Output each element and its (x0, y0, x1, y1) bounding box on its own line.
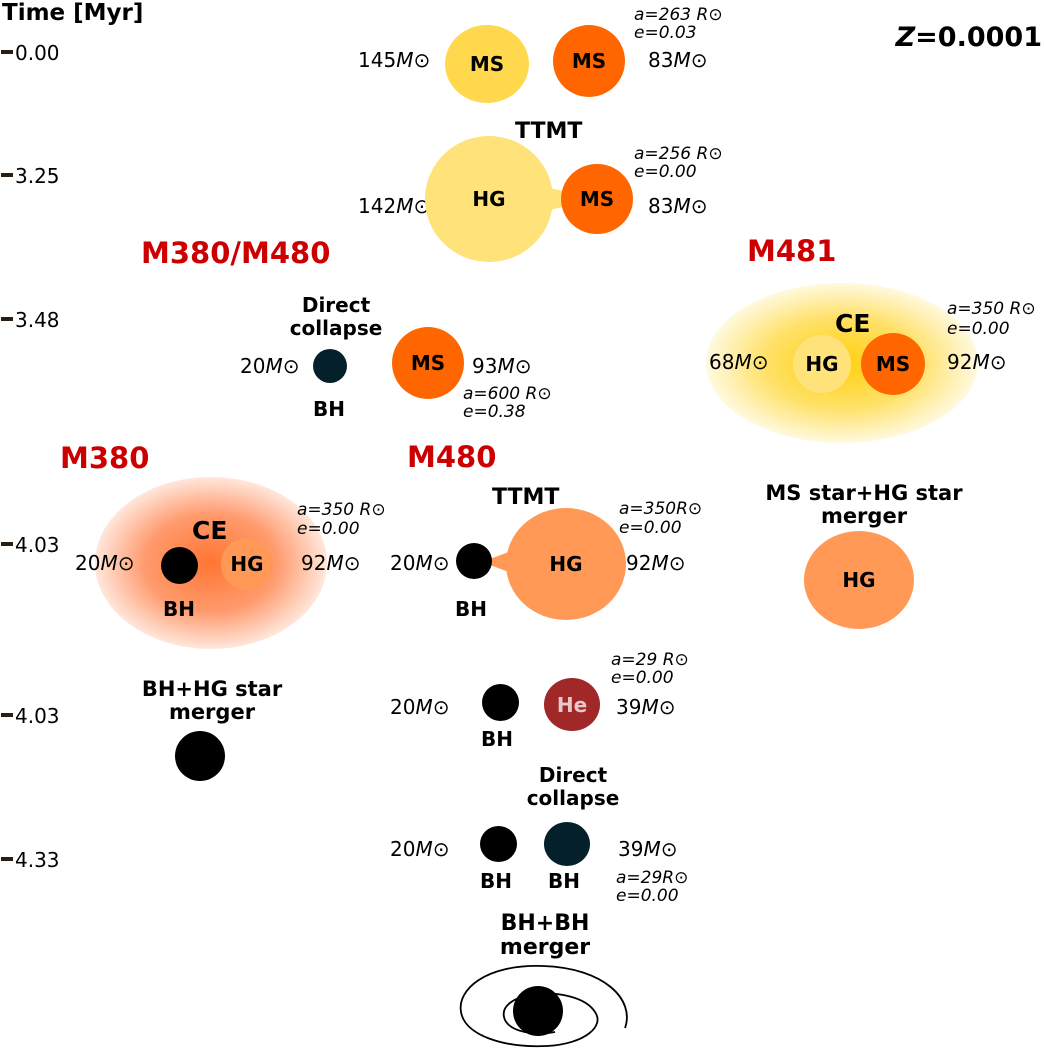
branch-m480-event: TTMT (492, 485, 560, 510)
time-tick-label: 3.48 (15, 308, 60, 332)
m480-result: BH+BH merger (499, 911, 591, 960)
stage1-orbit-a: a=256 R⊙ (634, 144, 723, 164)
branch-m480-star: HG (506, 508, 626, 620)
stage0-star1-mass: 145M⊙ (358, 48, 431, 72)
branch-m480-star-mass: 92M⊙ (626, 551, 686, 575)
branch-m481-event: CE (835, 309, 871, 338)
m480-stage2-he-star: He (544, 678, 600, 731)
m480-stage3-bh2 (544, 822, 590, 866)
branch-m380-event: CE (192, 516, 228, 545)
branch-m480-bh-label: BH (455, 597, 487, 621)
branch-m481-star2-mass: 92M⊙ (947, 350, 1007, 374)
time-tick (1, 50, 13, 54)
time-tick (1, 857, 13, 861)
time-tick (1, 713, 13, 717)
branch-m380-star-mass: 92M⊙ (301, 551, 361, 575)
branch-m380-480-star-mass: 93M⊙ (472, 354, 532, 378)
branch-m480-bh (456, 543, 492, 579)
branch-m480-title: M480 (407, 440, 497, 474)
bbh-merger-spiral-icon (459, 965, 628, 1048)
branch-m380-480-bh-label: BH (313, 397, 345, 421)
branch-m380-title: M380 (60, 441, 150, 475)
branch-m480-orbit-a: a=350R⊙ (619, 499, 703, 519)
branch-m380-ce-envelope (95, 477, 327, 649)
branch-m380-merger-product (175, 731, 225, 781)
time-tick-label: 4.03 (15, 704, 60, 728)
branch-m380-bh-mass: 20M⊙ (75, 551, 135, 575)
time-tick (1, 317, 13, 321)
branch-m380-480-bh-mass: 20M⊙ (240, 354, 300, 378)
stage0-orbit-a: a=263 R⊙ (634, 5, 723, 25)
time-axis-title: Time [Myr] (2, 0, 144, 26)
time-tick-label: 0.00 (15, 41, 60, 65)
stage0-star2: MS (553, 25, 625, 97)
branch-m481-title: M481 (747, 234, 837, 268)
stage0-star1: MS (445, 25, 529, 103)
stage1-orbit-e: e=0.00 (634, 162, 697, 182)
time-tick (1, 173, 13, 177)
m480-stage2-star-mass: 39M⊙ (616, 695, 676, 719)
time-tick-label: 3.25 (15, 164, 60, 188)
stage1-star2-mass: 83M⊙ (648, 194, 708, 218)
metallicity-label: Z=0.0001 (895, 22, 1042, 53)
branch-m380-480-event: Direct collapse (289, 293, 383, 340)
branch-m380-480-orbit-e: e=0.38 (463, 402, 526, 422)
branch-m481-star1: HG (793, 335, 851, 393)
branch-m481-result: MS star+HG star merger (765, 481, 963, 528)
m480-stage3-bh1 (480, 826, 517, 862)
branch-m481-orbit-a: a=350 R⊙ (947, 299, 1036, 319)
branch-m380-480-star: MS (392, 327, 464, 399)
stage0-star2-mass: 83M⊙ (648, 48, 708, 72)
branch-m380-480-title: M380/M480 (141, 236, 331, 270)
branch-m481-merger-product: HG (804, 531, 914, 629)
m480-stage2-orbit-e: e=0.00 (611, 668, 674, 688)
m480-stage3-orbit-a: a=29R⊙ (616, 868, 689, 888)
m480-stage3-bh2-label: BH (548, 869, 580, 893)
time-tick-label: 4.03 (15, 533, 60, 557)
branch-m380-480-orbit-a: a=600 R⊙ (463, 384, 552, 404)
branch-m380-result: BH+HG star merger (141, 677, 283, 724)
m480-stage3-orbit-e: e=0.00 (616, 886, 679, 906)
branch-m480-orbit-e: e=0.00 (619, 518, 682, 538)
branch-m480-bh-mass: 20M⊙ (390, 551, 450, 575)
stage1-star1-mass: 142M⊙ (358, 194, 431, 218)
branch-m380-bh (161, 547, 198, 584)
metallicity-value: =0.0001 (915, 22, 1042, 53)
branch-m380-star: HG (221, 538, 273, 590)
m480-stage2-bh-mass: 20M⊙ (390, 695, 450, 719)
m480-stage2-bh (482, 684, 519, 721)
m480-stage3-bh1-mass: 20M⊙ (390, 837, 450, 861)
m480-stage2-bh-label: BH (481, 727, 513, 751)
stage1-star1: HG (425, 136, 553, 262)
branch-m481-star1-mass: 68M⊙ (709, 350, 769, 374)
time-tick-label: 4.33 (15, 848, 60, 872)
m480-stage3-bh1-label: BH (480, 869, 512, 893)
m480-stage2-orbit-a: a=29 R⊙ (611, 650, 689, 670)
branch-m380-480-bh (313, 349, 347, 383)
branch-m380-orbit-e: e=0.00 (297, 519, 360, 539)
branch-m481-star2: MS (861, 333, 925, 395)
branch-m481-orbit-e: e=0.00 (947, 319, 1010, 339)
stage1-star2: MS (561, 164, 633, 234)
m480-stage3-event: Direct collapse (526, 763, 620, 810)
branch-m380-orbit-a: a=350 R⊙ (297, 500, 386, 520)
stage0-orbit-e: e=0.03 (634, 23, 697, 43)
branch-m380-bh-label: BH (163, 597, 195, 621)
stage1-event: TTMT (515, 119, 583, 144)
time-tick (1, 542, 13, 546)
m480-stage3-bh2-mass: 39M⊙ (618, 837, 678, 861)
